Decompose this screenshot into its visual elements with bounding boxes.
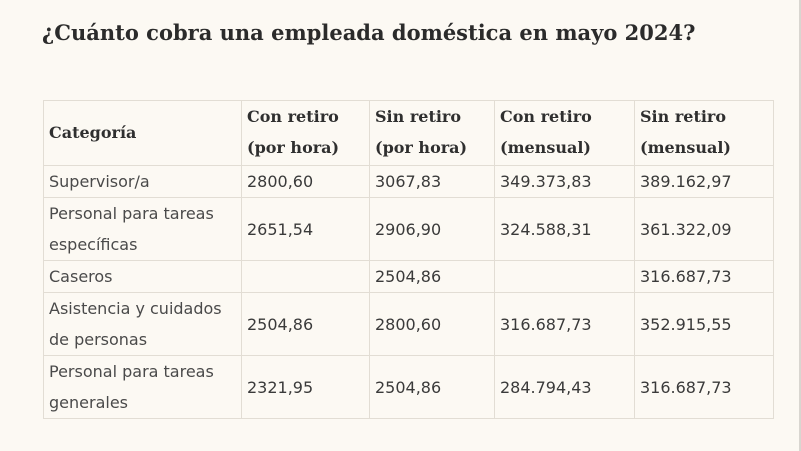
cell-sin-retiro-hora: 2504,86	[369, 355, 495, 419]
salary-table: Categoría Con retiro (por hora) Sin retir…	[43, 100, 774, 419]
cell-con-retiro-hora: 2651,54	[241, 197, 370, 261]
cell-con-retiro-hora	[241, 260, 370, 293]
header-con-retiro-hora: Con retiro (por hora)	[241, 100, 370, 166]
cell-sin-retiro-hora: 2906,90	[369, 197, 495, 261]
cell-sin-retiro-mensual: 316.687,73	[634, 355, 774, 419]
header-sin-retiro-mensual: Sin retiro (mensual)	[634, 100, 774, 166]
header-con-retiro-mensual: Con retiro (mensual)	[494, 100, 635, 166]
cell-con-retiro-mensual	[494, 260, 635, 293]
cell-sin-retiro-hora: 3067,83	[369, 165, 495, 198]
cell-con-retiro-mensual: 349.373,83	[494, 165, 635, 198]
cell-categoria: Asistencia y cuidados de personas	[43, 292, 242, 356]
header-categoria: Categoría	[43, 100, 242, 166]
page-right-border	[799, 0, 801, 451]
table-row: Caseros 2504,86 316.687,73	[43, 260, 774, 293]
cell-categoria: Caseros	[43, 260, 242, 293]
cell-sin-retiro-mensual: 316.687,73	[634, 260, 774, 293]
cell-con-retiro-hora: 2321,95	[241, 355, 370, 419]
cell-categoria: Supervisor/a	[43, 165, 242, 198]
cell-con-retiro-mensual: 284.794,43	[494, 355, 635, 419]
cell-categoria: Personal para tareas generales	[43, 355, 242, 419]
table-row: Supervisor/a 2800,60 3067,83 349.373,83 …	[43, 165, 774, 198]
cell-con-retiro-hora: 2504,86	[241, 292, 370, 356]
page-title: ¿Cuánto cobra una empleada doméstica en …	[42, 20, 696, 45]
cell-categoria: Personal para tareas específicas	[43, 197, 242, 261]
cell-sin-retiro-mensual: 389.162,97	[634, 165, 774, 198]
cell-sin-retiro-mensual: 352.915,55	[634, 292, 774, 356]
table-row: Personal para tareas generales 2321,95 25…	[43, 355, 774, 419]
cell-sin-retiro-hora: 2800,60	[369, 292, 495, 356]
table-header-row: Categoría Con retiro (por hora) Sin retir…	[43, 100, 774, 166]
table-row: Personal para tareas específicas 2651,54 …	[43, 197, 774, 261]
cell-sin-retiro-mensual: 361.322,09	[634, 197, 774, 261]
header-sin-retiro-hora: Sin retiro (por hora)	[369, 100, 495, 166]
cell-con-retiro-mensual: 324.588,31	[494, 197, 635, 261]
table-row: Asistencia y cuidados de personas 2504,86…	[43, 292, 774, 356]
cell-con-retiro-mensual: 316.687,73	[494, 292, 635, 356]
cell-sin-retiro-hora: 2504,86	[369, 260, 495, 293]
cell-con-retiro-hora: 2800,60	[241, 165, 370, 198]
